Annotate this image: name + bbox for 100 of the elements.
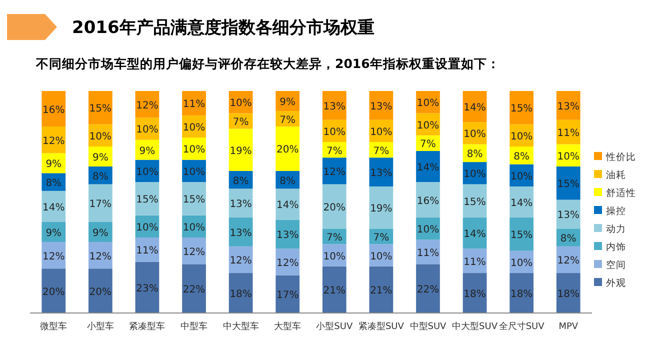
data-label: 10% (510, 131, 533, 142)
data-label: 10% (416, 98, 440, 110)
data-label: 18% (557, 289, 580, 300)
data-label: 20% (323, 202, 346, 214)
data-label: 11% (464, 256, 486, 268)
data-label: 10% (182, 122, 206, 134)
data-label: 10% (89, 131, 112, 142)
x-tick-label: 小型车 (86, 321, 114, 332)
bar (510, 91, 534, 124)
data-label: 10% (136, 166, 158, 178)
bar (135, 262, 160, 313)
data-label: 10% (464, 129, 486, 140)
data-label: 10% (416, 224, 440, 236)
data-label: 13% (370, 101, 392, 112)
data-label: 15% (464, 196, 486, 208)
legend-label: 内饰 (606, 241, 626, 253)
legend-label: 操控 (606, 205, 626, 217)
data-label: 21% (370, 286, 392, 297)
legend-label: 油耗 (606, 169, 626, 181)
data-label: 10% (557, 151, 580, 162)
data-label: 16% (42, 104, 65, 116)
data-label: 12% (42, 251, 65, 262)
data-label: 13% (323, 101, 346, 112)
data-label: 15% (510, 104, 533, 115)
data-label: 15% (557, 179, 580, 190)
data-label: 9% (46, 159, 62, 170)
legend-label: 性价比 (605, 151, 636, 163)
bar (556, 273, 580, 313)
bar (276, 275, 300, 313)
bar (416, 150, 440, 182)
data-label: 9% (46, 228, 62, 239)
data-label: 13% (557, 210, 580, 222)
data-label: 8% (560, 234, 576, 245)
x-tick-label: 中型SUV (410, 321, 448, 332)
bar (556, 91, 580, 120)
data-label: 8% (92, 171, 108, 182)
data-label: 11% (136, 246, 158, 257)
data-label: 22% (182, 284, 206, 296)
data-label: 12% (230, 256, 252, 267)
data-label: 9% (280, 96, 296, 108)
data-label: 15% (136, 194, 158, 206)
data-label: 18% (510, 289, 533, 300)
bar (510, 186, 534, 218)
data-label: 11% (416, 248, 440, 259)
data-label: 21% (323, 286, 346, 297)
data-label: 13% (230, 199, 252, 210)
bar (510, 273, 534, 313)
data-label: 9% (92, 228, 108, 239)
data-label: 7% (373, 146, 390, 157)
bar (510, 218, 534, 251)
data-label: 13% (370, 168, 392, 180)
bar (182, 264, 206, 313)
data-label: 18% (464, 289, 486, 300)
x-tick-label: MPV (558, 322, 579, 332)
bar (135, 182, 160, 216)
chart-subtitle: 不同细分市场车型的用户偏好与评价存在较大差异，2016年指标权重设置如下： (35, 56, 500, 71)
data-label: 7% (280, 114, 296, 126)
data-label: 11% (182, 99, 206, 110)
data-label: 10% (370, 126, 392, 138)
data-label: 15% (510, 230, 533, 242)
data-label: 12% (136, 100, 158, 112)
data-label: 19% (230, 146, 252, 157)
x-tick-label: 中大型SUV (452, 321, 498, 332)
bar (369, 266, 394, 313)
data-label: 12% (42, 136, 65, 147)
bar (88, 91, 112, 124)
x-tick-label: 紧凑型SUV (358, 321, 405, 332)
bar (276, 248, 300, 276)
data-label: 13% (276, 230, 299, 242)
data-label: 8% (514, 151, 530, 162)
bar (276, 126, 300, 171)
data-label: 17% (89, 199, 112, 210)
data-label: 9% (92, 152, 108, 164)
data-label: 10% (510, 258, 533, 269)
data-label: 12% (89, 251, 112, 262)
data-label: 8% (280, 176, 296, 187)
bar (416, 264, 440, 313)
chart-title: 2016年产品满意度指数各细分市场权重 (72, 18, 374, 38)
data-label: 11% (557, 128, 580, 140)
x-tick-label: 微型车 (40, 321, 68, 332)
data-label: 13% (557, 101, 580, 112)
legend-label: 舒适性 (606, 187, 636, 199)
bar (42, 190, 66, 222)
bar (88, 184, 112, 222)
data-label: 10% (416, 120, 440, 132)
bar (369, 186, 394, 229)
data-label: 7% (420, 139, 436, 150)
bar (182, 182, 206, 216)
x-tick-label: 中大型车 (222, 321, 259, 332)
data-label: 12% (557, 256, 580, 267)
legend-label: 空间 (606, 259, 626, 271)
data-label: 7% (326, 232, 342, 244)
data-label: 10% (370, 251, 392, 262)
data-label: 15% (182, 194, 206, 206)
data-label: 10% (182, 144, 206, 156)
bar (322, 91, 346, 120)
data-label: 18% (230, 289, 252, 300)
data-label: 20% (42, 286, 65, 298)
data-label: 15% (89, 104, 112, 115)
data-label: 9% (139, 146, 156, 157)
